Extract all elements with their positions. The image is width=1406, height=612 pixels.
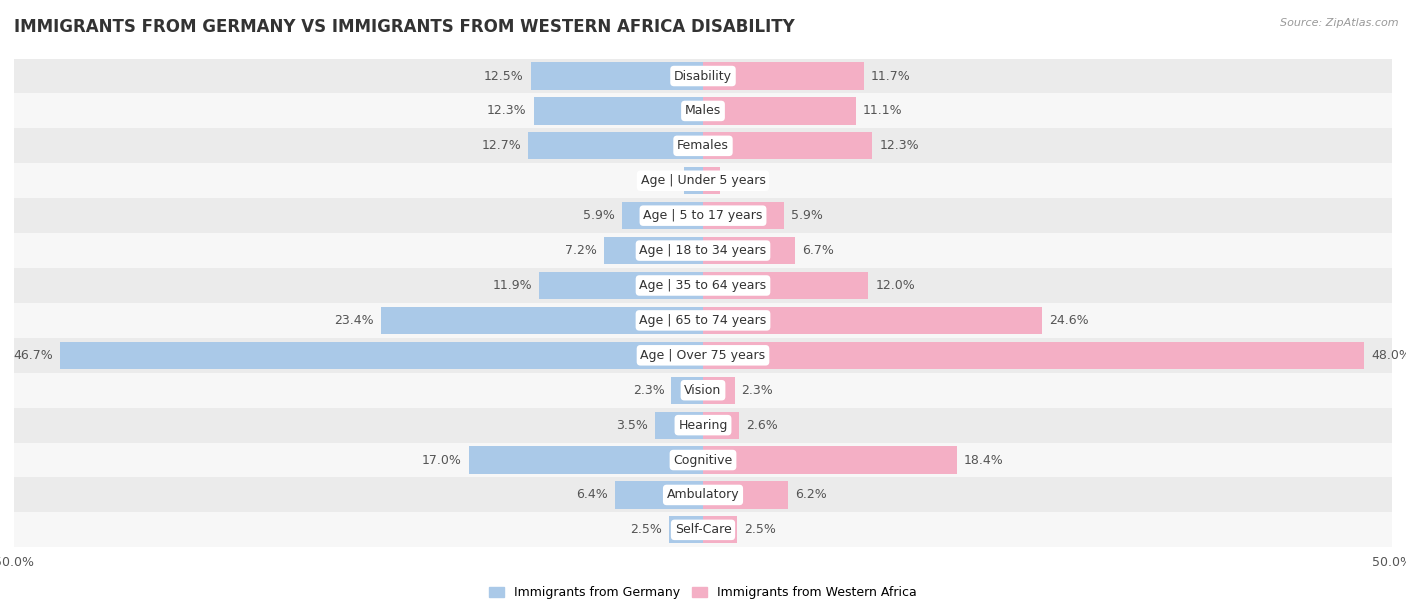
Text: 6.2%: 6.2%: [796, 488, 827, 501]
Text: Age | 5 to 17 years: Age | 5 to 17 years: [644, 209, 762, 222]
Bar: [14, 198, 1392, 233]
Text: 46.7%: 46.7%: [13, 349, 52, 362]
Bar: [14, 477, 1392, 512]
Text: 12.5%: 12.5%: [484, 70, 524, 83]
Bar: [703, 341, 1364, 369]
Text: 23.4%: 23.4%: [335, 314, 374, 327]
Bar: [59, 341, 703, 369]
Text: Vision: Vision: [685, 384, 721, 397]
Bar: [614, 481, 703, 509]
Text: 2.3%: 2.3%: [633, 384, 665, 397]
Text: 1.2%: 1.2%: [727, 174, 758, 187]
Text: 12.3%: 12.3%: [879, 140, 920, 152]
Bar: [603, 237, 703, 264]
Bar: [14, 512, 1392, 547]
Bar: [703, 517, 738, 543]
Text: Females: Females: [678, 140, 728, 152]
Bar: [703, 202, 785, 230]
Text: IMMIGRANTS FROM GERMANY VS IMMIGRANTS FROM WESTERN AFRICA DISABILITY: IMMIGRANTS FROM GERMANY VS IMMIGRANTS FR…: [14, 18, 794, 36]
Text: Ambulatory: Ambulatory: [666, 488, 740, 501]
Text: Age | 35 to 64 years: Age | 35 to 64 years: [640, 279, 766, 292]
Bar: [703, 237, 796, 264]
Text: Age | Under 5 years: Age | Under 5 years: [641, 174, 765, 187]
Bar: [14, 59, 1392, 94]
Text: Hearing: Hearing: [678, 419, 728, 431]
Bar: [671, 376, 703, 404]
Bar: [14, 338, 1392, 373]
Text: Source: ZipAtlas.com: Source: ZipAtlas.com: [1281, 18, 1399, 28]
Bar: [703, 62, 865, 89]
Bar: [703, 97, 856, 125]
Bar: [703, 411, 738, 439]
Bar: [531, 62, 703, 89]
Bar: [669, 517, 703, 543]
Text: 2.3%: 2.3%: [741, 384, 773, 397]
Text: 11.1%: 11.1%: [863, 105, 903, 118]
Text: Age | Over 75 years: Age | Over 75 years: [641, 349, 765, 362]
Bar: [703, 272, 869, 299]
Text: Cognitive: Cognitive: [673, 453, 733, 466]
Bar: [703, 132, 873, 160]
Text: 12.0%: 12.0%: [875, 279, 915, 292]
Text: 11.9%: 11.9%: [492, 279, 531, 292]
Bar: [655, 411, 703, 439]
Text: 1.4%: 1.4%: [645, 174, 676, 187]
Text: 12.7%: 12.7%: [481, 140, 522, 152]
Bar: [14, 163, 1392, 198]
Bar: [529, 132, 703, 160]
Text: 11.7%: 11.7%: [872, 70, 911, 83]
Text: 12.3%: 12.3%: [486, 105, 527, 118]
Bar: [703, 376, 735, 404]
Bar: [14, 442, 1392, 477]
Text: 17.0%: 17.0%: [422, 453, 461, 466]
Bar: [703, 307, 1042, 334]
Bar: [14, 268, 1392, 303]
Text: Age | 18 to 34 years: Age | 18 to 34 years: [640, 244, 766, 257]
Text: 18.4%: 18.4%: [963, 453, 1002, 466]
Text: 2.5%: 2.5%: [744, 523, 776, 536]
Text: 5.9%: 5.9%: [792, 209, 823, 222]
Text: 7.2%: 7.2%: [565, 244, 598, 257]
Bar: [703, 446, 956, 474]
Bar: [14, 233, 1392, 268]
Legend: Immigrants from Germany, Immigrants from Western Africa: Immigrants from Germany, Immigrants from…: [484, 581, 922, 604]
Text: Males: Males: [685, 105, 721, 118]
Bar: [703, 167, 720, 195]
Bar: [533, 97, 703, 125]
Bar: [381, 307, 703, 334]
Text: Age | 65 to 74 years: Age | 65 to 74 years: [640, 314, 766, 327]
Bar: [683, 167, 703, 195]
Bar: [14, 303, 1392, 338]
Text: 2.5%: 2.5%: [630, 523, 662, 536]
Text: 3.5%: 3.5%: [616, 419, 648, 431]
Bar: [14, 408, 1392, 442]
Text: Self-Care: Self-Care: [675, 523, 731, 536]
Bar: [468, 446, 703, 474]
Text: 5.9%: 5.9%: [583, 209, 614, 222]
Bar: [14, 373, 1392, 408]
Text: 48.0%: 48.0%: [1371, 349, 1406, 362]
Bar: [14, 94, 1392, 129]
Text: 6.7%: 6.7%: [803, 244, 834, 257]
Text: 2.6%: 2.6%: [745, 419, 778, 431]
Bar: [538, 272, 703, 299]
Text: 6.4%: 6.4%: [576, 488, 607, 501]
Bar: [621, 202, 703, 230]
Bar: [703, 481, 789, 509]
Bar: [14, 129, 1392, 163]
Text: 24.6%: 24.6%: [1049, 314, 1088, 327]
Text: Disability: Disability: [673, 70, 733, 83]
